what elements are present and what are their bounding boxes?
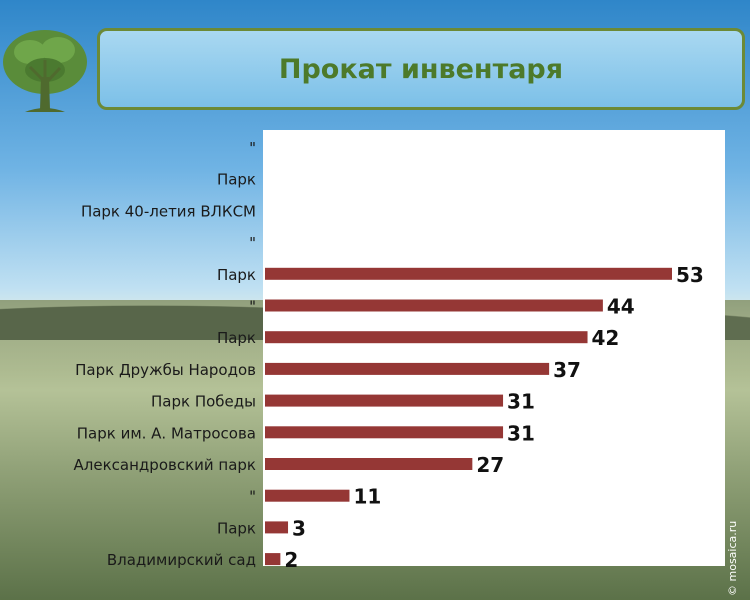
category-label: Парк [217, 329, 256, 347]
category-label: " [249, 488, 256, 506]
data-label: 42 [592, 326, 620, 350]
tree-logo-icon [3, 30, 87, 112]
category-label: Парк им. А. Матросова [77, 424, 256, 442]
category-label: Владимирский сад [107, 551, 256, 569]
page-title: Прокат инвентаря [278, 53, 564, 85]
bar [265, 489, 350, 502]
category-label: " [249, 298, 256, 316]
category-label: " [249, 234, 256, 252]
watermark-text: © mosaica.ru [726, 520, 739, 596]
category-label: Парк [217, 519, 256, 537]
data-label: 3 [292, 516, 306, 540]
bar [265, 426, 504, 439]
bar [265, 521, 289, 534]
category-label: " [249, 139, 256, 157]
bar [265, 331, 588, 344]
bar [265, 394, 504, 407]
title-frame [97, 28, 745, 110]
category-label: Парк [217, 266, 256, 284]
data-label: 37 [553, 358, 581, 382]
category-label: Парк Победы [151, 393, 256, 411]
category-label: Александровский парк [74, 456, 256, 474]
data-label: 11 [353, 485, 381, 509]
data-label: 53 [676, 263, 704, 287]
data-label: 44 [607, 295, 635, 319]
data-label: 2 [284, 548, 298, 572]
data-label: 27 [476, 453, 504, 477]
bar [265, 553, 281, 566]
data-label: 31 [507, 421, 535, 445]
bar [265, 299, 603, 312]
category-label: Парк 40-летия ВЛКСМ [81, 202, 256, 220]
category-label: Парк Дружбы Народов [75, 361, 256, 379]
category-label: Парк [217, 171, 256, 189]
bar [265, 362, 550, 375]
bar [265, 267, 672, 280]
bar [265, 458, 473, 470]
data-label: 31 [507, 390, 535, 414]
